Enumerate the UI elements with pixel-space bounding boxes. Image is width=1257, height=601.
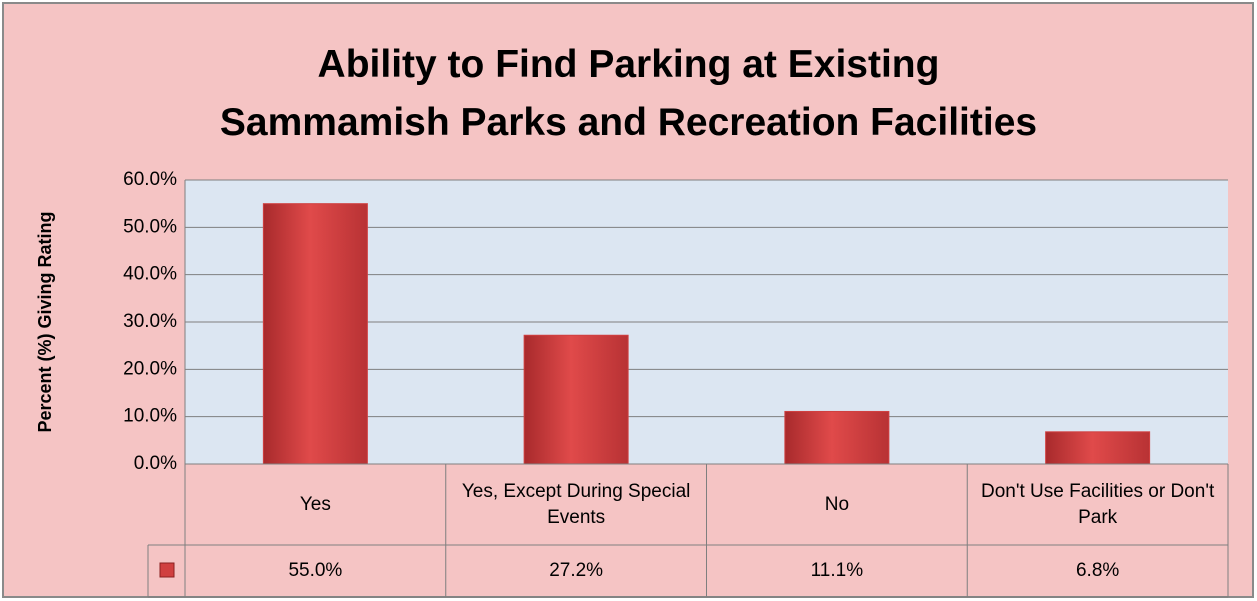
y-tick-label: 40.0% xyxy=(123,264,177,285)
data-label: 11.1% xyxy=(810,560,864,581)
data-label: 55.0% xyxy=(288,560,343,581)
data-label: 6.8% xyxy=(1075,560,1120,581)
x-tick-label: Yes xyxy=(299,493,331,515)
y-tick-label: 60.0% xyxy=(123,169,177,190)
bar xyxy=(262,203,368,465)
bar xyxy=(523,334,629,465)
y-tick-label: 30.0% xyxy=(123,311,177,332)
bar xyxy=(784,410,890,465)
bar xyxy=(1045,431,1151,465)
legend-key xyxy=(159,562,175,578)
data-label: 27.2% xyxy=(549,560,604,581)
x-tick-label: Don't Use Facilities or Don't Park xyxy=(981,480,1215,528)
y-tick-label: 20.0% xyxy=(123,358,177,379)
y-tick-label: 50.0% xyxy=(123,216,177,237)
y-tick-label: 10.0% xyxy=(123,406,177,427)
x-tick-label: Yes, Except During Special Events xyxy=(461,480,691,528)
x-tick-label: No xyxy=(824,493,850,515)
y-axis-label: Percent (%) Giving Rating xyxy=(35,211,55,432)
y-tick-label: 0.0% xyxy=(134,453,177,474)
chart-title: Ability to Find Parking at Existing Samma… xyxy=(219,43,1038,144)
